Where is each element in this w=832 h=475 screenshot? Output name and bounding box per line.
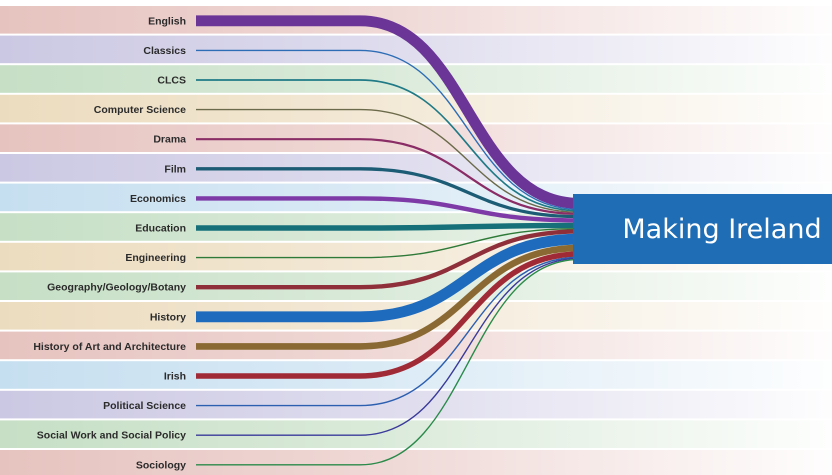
flow-history-of-art-and-architecture: [196, 244, 581, 350]
row-label-classics: Classics: [143, 45, 186, 57]
flow-political-science: [196, 256, 581, 407]
target-node-label: Making Ireland: [622, 214, 821, 245]
flow-engineering: [196, 228, 581, 259]
flow-economics: [196, 196, 581, 223]
row-label-computer-science: Computer Science: [94, 104, 186, 116]
row-label-sociology: Sociology: [136, 459, 186, 471]
row-label-clcs: CLCS: [157, 75, 186, 87]
flow-geography-geology-botany: [196, 229, 581, 290]
flow-social-work-and-social-policy: [196, 257, 581, 436]
flow-english: [196, 15, 581, 209]
row-label-history: History: [150, 311, 186, 323]
flow-links: [196, 15, 581, 466]
row-labels: English Classics CLCS Computer Science Drama…: [33, 15, 186, 471]
flow-education: [196, 222, 581, 231]
flow-clcs: [196, 79, 581, 212]
flow-history: [196, 233, 581, 323]
row-label-political-science: Political Science: [103, 400, 186, 412]
target-node-bar: [573, 194, 832, 264]
row-label-engineering: Engineering: [125, 252, 186, 264]
row-label-drama: Drama: [153, 134, 186, 146]
row-label-english: English: [148, 15, 186, 27]
flow-film: [196, 167, 581, 219]
row-label-geography-geology-botany: Geography/Geology/Botany: [47, 282, 186, 294]
row-label-film: Film: [164, 163, 186, 175]
flow-classics: [196, 49, 581, 211]
flow-computer-science: [196, 108, 581, 213]
row-label-social-work-and-social-policy: Social Work and Social Policy: [37, 430, 186, 442]
row-label-history-of-art-and-architecture: History of Art and Architecture: [33, 341, 186, 353]
flow-drama: [196, 138, 581, 216]
row-label-economics: Economics: [130, 193, 186, 205]
flow-irish: [196, 251, 581, 379]
flow-sociology: [196, 258, 581, 466]
row-label-education: Education: [135, 223, 186, 235]
row-label-irish: Irish: [164, 371, 186, 383]
